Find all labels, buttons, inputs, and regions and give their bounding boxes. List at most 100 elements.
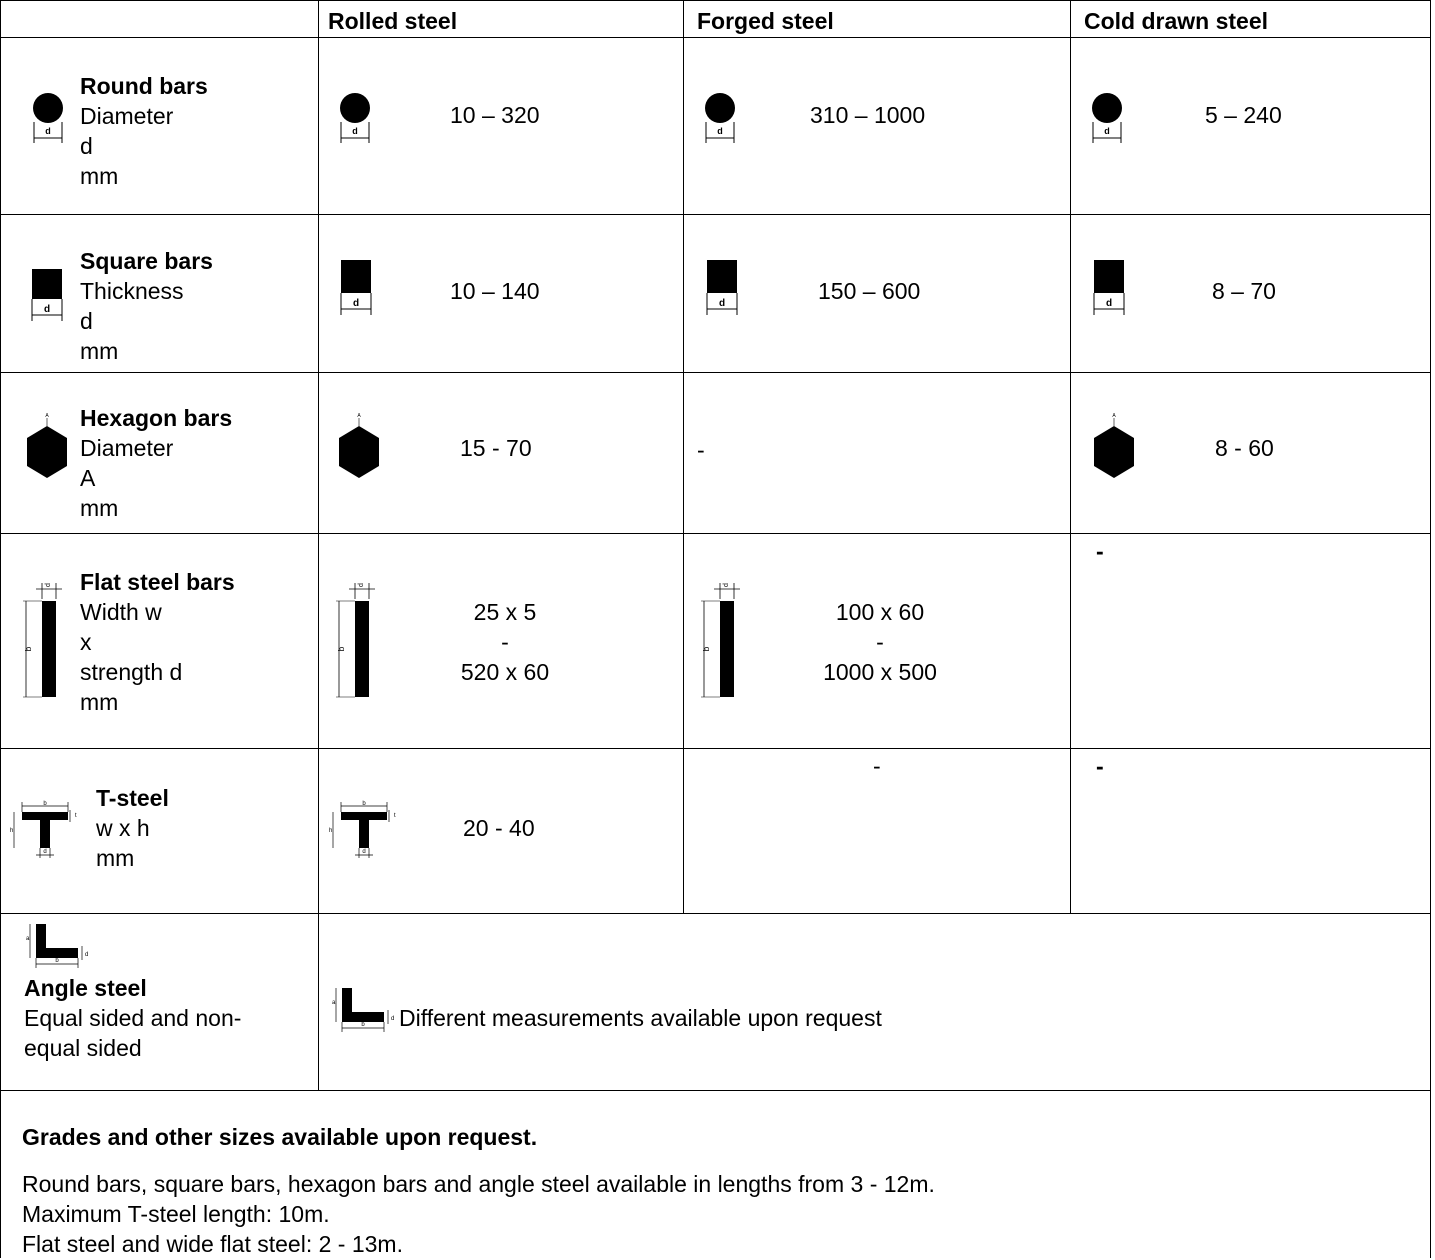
flat-forged-line-2: -	[876, 628, 884, 655]
flat-bar-icon-b-label: b	[702, 646, 711, 651]
angle-steel-icon-b-label: b	[55, 958, 59, 964]
flat-rolled-line-1: 25 x 5	[473, 599, 537, 625]
round-bars-line-3: mm	[80, 162, 119, 189]
round-bar-icon: d	[1092, 93, 1122, 143]
hexagon-bar-icon-a-label: A	[1112, 413, 1116, 419]
square-bar-icon: d	[340, 260, 372, 315]
round-bar-icon-d-label: d	[45, 126, 51, 136]
round-bar-icon-d-label: d	[352, 126, 358, 136]
angle-steel-line-1: Equal sided and non-	[24, 1004, 242, 1031]
flat-bars-line-4: mm	[80, 688, 119, 715]
angle-steel-icon: a b d	[26, 924, 88, 968]
t-steel-cold-value: -	[1096, 753, 1104, 779]
hexagon-bars-line-1: Diameter	[80, 434, 174, 461]
hexagon-bar-icon-a-label: A	[357, 413, 361, 419]
square-bar-icon: d	[1093, 260, 1125, 315]
round-bar-icon: d	[340, 93, 370, 143]
t-steel-line-1: w x h	[96, 814, 150, 841]
angle-steel-line-2: equal sided	[24, 1034, 142, 1061]
header-cold-drawn-steel: Cold drawn steel	[1084, 8, 1269, 34]
flat-bar-icon-d-label: d	[723, 583, 730, 587]
flat-bars-label: Flat steel bars Width w x strength d mm	[80, 568, 235, 717]
flat-bar-icon: d b	[23, 583, 62, 698]
t-steel-icon: b t h d	[329, 801, 396, 858]
angle-steel-label: Angle steel Equal sided and non- equal s…	[24, 974, 241, 1064]
square-bar-icon: d	[31, 269, 63, 321]
angle-steel-icon-d-label: d	[85, 952, 88, 958]
flat-bar-icon: d b	[336, 583, 375, 698]
hexagon-bar-icon-a-label: A	[45, 413, 49, 419]
flat-bars-line-1: Width w	[80, 598, 162, 625]
t-steel-icon-h-label: h	[329, 828, 332, 834]
square-bars-label: Square bars Thickness d mm	[80, 247, 213, 367]
flat-bars-title: Flat steel bars	[80, 569, 235, 595]
round-bar-icon: d	[33, 93, 63, 143]
flat-forged-value: 100 x 60 - 1000 x 500	[800, 598, 960, 688]
t-steel-title: T-steel	[96, 785, 169, 811]
angle-steel-icon-b-label: b	[361, 1022, 365, 1028]
footer-line-1: Round bars, square bars, hexagon bars an…	[22, 1171, 935, 1197]
round-bars-title: Round bars	[80, 73, 208, 99]
square-bar-icon-d-label: d	[1106, 298, 1112, 309]
flat-bars-line-3: strength d	[80, 658, 183, 685]
flat-bar-icon: d b	[701, 583, 740, 698]
square-bars-line-3: mm	[80, 337, 119, 364]
hexagon-bar-icon: A	[1094, 413, 1134, 478]
footer-line-3: Flat steel and wide flat steel: 2 - 13m.	[22, 1230, 403, 1257]
t-steel-rolled-value: 20 - 40	[463, 815, 535, 841]
angle-steel-icon-d-label: d	[391, 1016, 394, 1022]
hexagon-bar-icon: A	[27, 413, 67, 478]
t-steel-icon: b t h d	[10, 801, 77, 858]
hexagon-bars-line-2: A	[80, 464, 96, 491]
flat-forged-line-3: 1000 x 500	[823, 658, 937, 685]
square-bars-title: Square bars	[80, 248, 213, 274]
square-forged-value: 150 – 600	[818, 278, 921, 304]
square-bar-icon-d-label: d	[353, 298, 359, 309]
angle-steel-icon-a-label: a	[26, 936, 30, 942]
hexagon-bars-line-3: mm	[80, 494, 119, 521]
square-bar-icon-d-label: d	[44, 304, 50, 315]
t-steel-icon-h-label: h	[10, 828, 13, 834]
header-rolled-steel: Rolled steel	[328, 8, 458, 34]
square-cold-value: 8 – 70	[1212, 278, 1276, 304]
round-bar-icon: d	[705, 93, 735, 143]
t-steel-label: T-steel w x h mm	[96, 784, 169, 874]
square-bars-line-2: d	[80, 307, 93, 334]
t-steel-icon-d-label: d	[362, 849, 365, 855]
hexagon-rolled-value: 15 - 70	[460, 435, 532, 461]
hexagon-bar-icon: A	[339, 413, 379, 478]
flat-cold-value: -	[1096, 538, 1104, 564]
square-rolled-value: 10 – 140	[450, 278, 540, 304]
square-bar-icon: d	[706, 260, 738, 315]
hexagon-bars-label: Hexagon bars Diameter A mm	[80, 404, 232, 524]
t-steel-line-2: mm	[96, 844, 135, 871]
round-cold-value: 5 – 240	[1205, 102, 1282, 128]
flat-bar-icon-b-label: b	[24, 646, 33, 651]
footer-bold-note: Grades and other sizes available upon re…	[22, 1124, 538, 1150]
square-bars-line-1: Thickness	[80, 277, 184, 304]
angle-steel-title: Angle steel	[24, 975, 147, 1001]
round-bar-icon-d-label: d	[717, 126, 723, 136]
flat-rolled-line-3: 520 x 60	[460, 658, 550, 685]
t-steel-icon-b-label: b	[362, 801, 366, 807]
t-steel-icon-d-label: d	[43, 849, 46, 855]
round-bars-line-1: Diameter	[80, 102, 174, 129]
t-steel-icon-t-label: t	[75, 813, 77, 819]
flat-rolled-line-2: -	[501, 628, 509, 655]
t-steel-icon-b-label: b	[43, 801, 47, 807]
round-bars-label: Round bars Diameter d mm	[80, 72, 208, 192]
flat-bar-icon-d-label: d	[358, 583, 365, 587]
footer-line-2: Maximum T-steel length: 10m.	[22, 1200, 330, 1227]
hexagon-forged-value: -	[697, 437, 705, 463]
header-forged-steel: Forged steel	[697, 8, 834, 34]
round-forged-value: 310 – 1000	[810, 102, 926, 128]
flat-bar-icon-b-label: b	[337, 646, 346, 651]
angle-steel-note: Different measurements available upon re…	[399, 1005, 882, 1031]
round-bar-icon-d-label: d	[1104, 126, 1110, 136]
round-bars-line-2: d	[80, 132, 93, 159]
angle-steel-icon-a-label: a	[332, 1000, 336, 1006]
flat-bars-line-2: x	[80, 628, 92, 655]
footer-lines: Round bars, square bars, hexagon bars an…	[22, 1170, 935, 1260]
flat-bar-icon-d-label: d	[45, 583, 52, 587]
flat-rolled-value: 25 x 5 - 520 x 60	[430, 598, 580, 688]
